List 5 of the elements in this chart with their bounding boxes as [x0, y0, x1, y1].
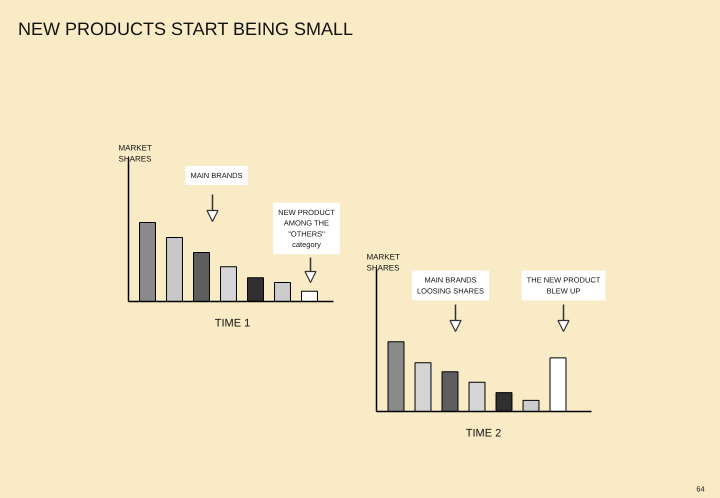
x-axis-title: TIME 1: [214, 318, 250, 330]
chart-title: NEW PRODUCTS START BEING SMALL: [17, 18, 354, 41]
x-axis-title: TIME 2: [466, 428, 502, 440]
y-axis-title: MARKET SHARES: [366, 252, 400, 272]
y-axis-title: MARKET SHARES: [118, 144, 152, 164]
